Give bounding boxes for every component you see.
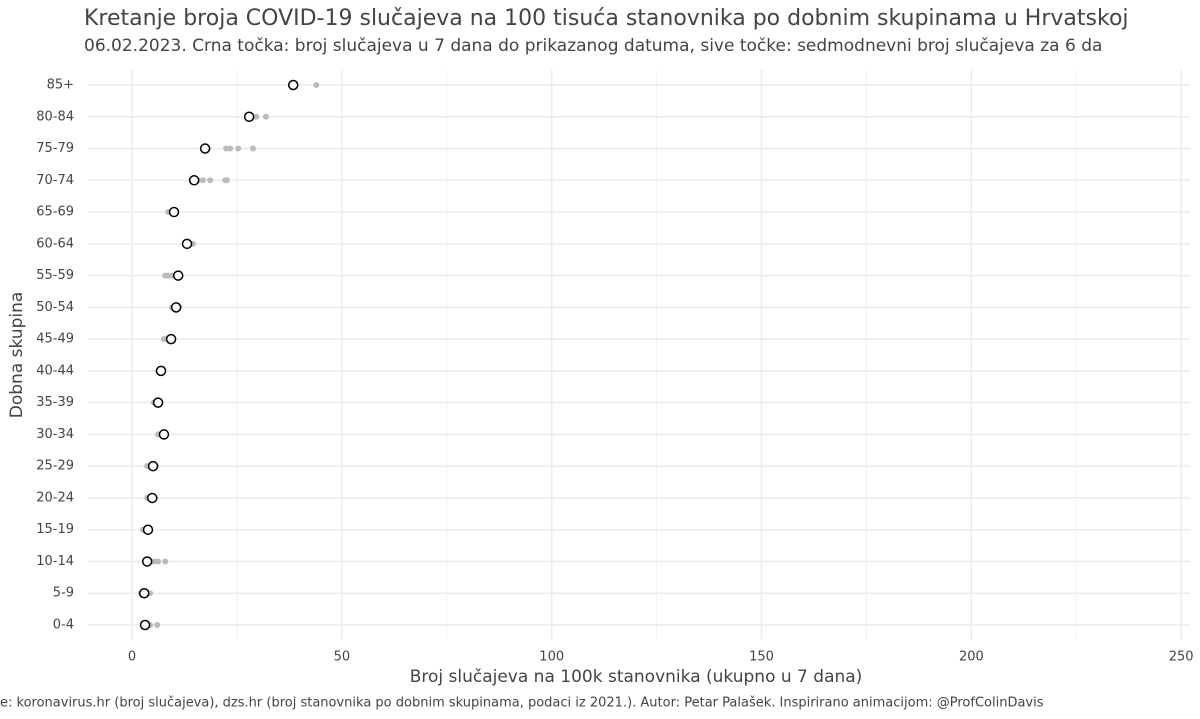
y-tick-label: 5-9 <box>53 586 74 601</box>
previous-dot <box>222 177 229 184</box>
current-dot <box>170 302 182 313</box>
y-tick-label: 65-69 <box>36 205 74 220</box>
y-tick-label: 20-24 <box>36 490 74 505</box>
current-dot <box>188 175 200 186</box>
chart-subtitle: 06.02.2023. Crna točka: broj slučajeva u… <box>84 36 1102 56</box>
y-tick-label: 75-79 <box>36 141 74 156</box>
y-axis-label: Dobna skupina <box>7 292 27 419</box>
previous-dot <box>249 145 256 152</box>
y-tick-label: 15-19 <box>36 522 74 537</box>
current-dot <box>199 143 211 154</box>
x-axis-label: Broj slučajeva na 100k stanovnika (ukupn… <box>410 667 863 687</box>
previous-dot <box>262 113 269 120</box>
previous-dot <box>162 558 169 565</box>
current-dot <box>243 111 255 123</box>
previous-dot <box>223 145 230 152</box>
y-tick-label: 30-34 <box>36 427 74 442</box>
x-tick-label: 200 <box>959 650 984 665</box>
current-dot <box>168 206 180 218</box>
current-dot <box>158 429 170 440</box>
current-dot <box>172 270 184 281</box>
previous-dot <box>235 145 242 152</box>
current-dot <box>147 460 159 472</box>
y-tick-label: 10-14 <box>36 554 74 569</box>
current-dot <box>142 524 154 535</box>
y-tick-label: 35-39 <box>36 395 74 410</box>
y-tick-label: 40-44 <box>36 363 74 378</box>
y-tick-label: 55-59 <box>36 268 74 283</box>
previous-dot <box>199 177 206 184</box>
current-dot <box>181 238 193 250</box>
x-tick-label: 100 <box>539 650 564 665</box>
y-tick-label: 25-29 <box>36 459 74 474</box>
x-tick-label: 150 <box>749 650 774 665</box>
previous-dot <box>227 145 234 152</box>
current-dot <box>141 556 153 567</box>
previous-dot <box>207 177 214 184</box>
previous-dot <box>155 558 162 565</box>
current-dot <box>152 397 164 408</box>
y-tick-label: 50-54 <box>36 300 74 315</box>
y-tick-label: 0-4 <box>53 618 74 633</box>
current-dot <box>139 619 151 631</box>
y-tick-label: 85+ <box>47 78 74 93</box>
y-tick-label: 60-64 <box>36 236 74 251</box>
y-tick-label: 80-84 <box>36 109 74 124</box>
y-tick-label: 70-74 <box>36 173 74 188</box>
chart-title: Kretanje broja COVID-19 slučajeva na 100… <box>84 6 1129 31</box>
caption: e: koronavirus.hr (broj slučajeva), dzs.… <box>0 696 1044 711</box>
previous-dot <box>313 82 320 88</box>
current-dot <box>155 365 167 377</box>
x-tick-label: 50 <box>334 650 351 665</box>
current-dot <box>138 587 150 599</box>
previous-dot <box>154 622 161 628</box>
previous-dot <box>253 113 260 120</box>
current-dot <box>287 79 299 91</box>
x-tick-label: 250 <box>1169 650 1194 665</box>
current-dot <box>165 333 177 345</box>
y-tick-label: 45-49 <box>36 332 74 347</box>
current-dot <box>146 492 158 504</box>
x-tick-label: 0 <box>128 650 136 665</box>
